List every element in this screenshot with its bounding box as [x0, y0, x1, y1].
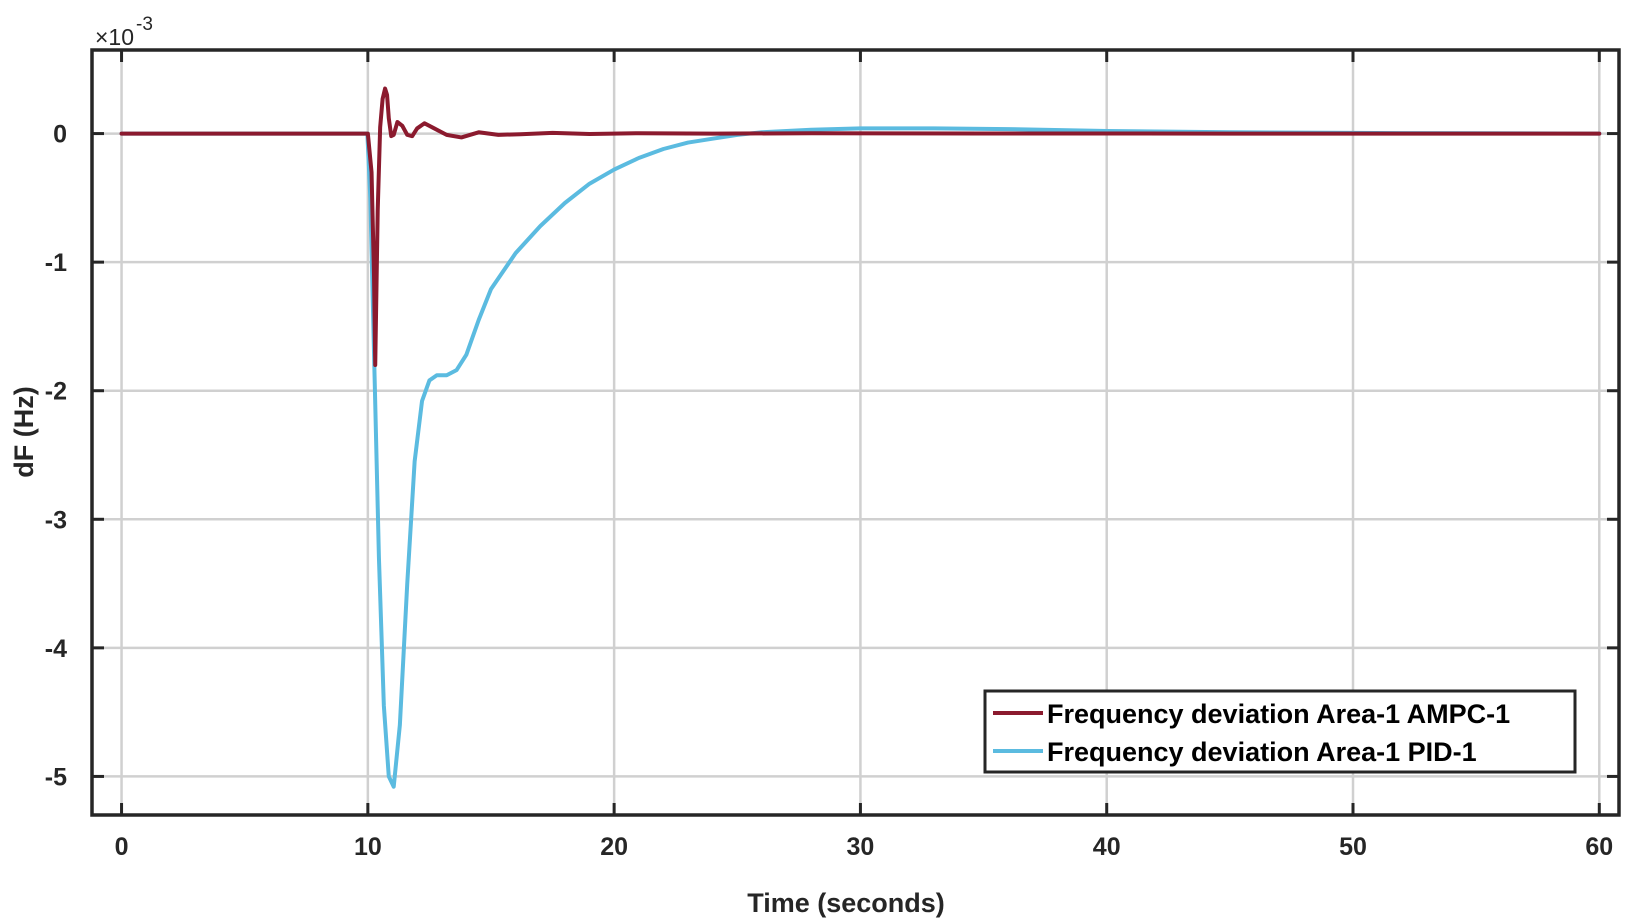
series-lines — [119, 86, 1602, 789]
y-tick-label: -2 — [45, 378, 67, 406]
y-tick-label: -3 — [45, 506, 67, 534]
legend-label-ampc: Frequency deviation Area-1 AMPC-1 — [1047, 699, 1510, 729]
series-line-ampc — [119, 86, 1602, 367]
x-tick-label: 20 — [600, 833, 628, 861]
plot-frame — [90, 48, 1621, 817]
x-tick-label: 40 — [1093, 833, 1121, 861]
legend: Frequency deviation Area-1 AMPC-1 Freque… — [983, 689, 1577, 774]
x-tick-label: 10 — [354, 833, 382, 861]
tick-labels: 0 10 20 30 40 50 60 0 -1 -2 -3 -4 -5 — [45, 121, 1613, 861]
x-tick-label: 50 — [1339, 833, 1367, 861]
series-line-pid — [119, 126, 1602, 789]
y-tick-label: -4 — [45, 635, 67, 663]
x-tick-label: 60 — [1585, 833, 1613, 861]
x-tick-label: 30 — [847, 833, 875, 861]
axis-ticks — [92, 50, 1619, 815]
x-axis-label: Time (seconds) — [747, 888, 945, 918]
grid-lines — [92, 50, 1619, 815]
y-multiplier-exponent: -3 — [136, 14, 153, 35]
y-multiplier-base: ×10 — [95, 24, 134, 50]
y-tick-label: 0 — [53, 121, 67, 149]
y-tick-label: -5 — [45, 763, 67, 791]
legend-box — [983, 689, 1577, 774]
y-tick-label: -1 — [45, 249, 67, 277]
legend-label-pid: Frequency deviation Area-1 PID-1 — [1047, 737, 1477, 767]
y-axis-multiplier: ×10 -3 — [95, 14, 153, 50]
x-tick-label: 0 — [115, 833, 129, 861]
y-axis-label: dF (Hz) — [9, 386, 39, 477]
